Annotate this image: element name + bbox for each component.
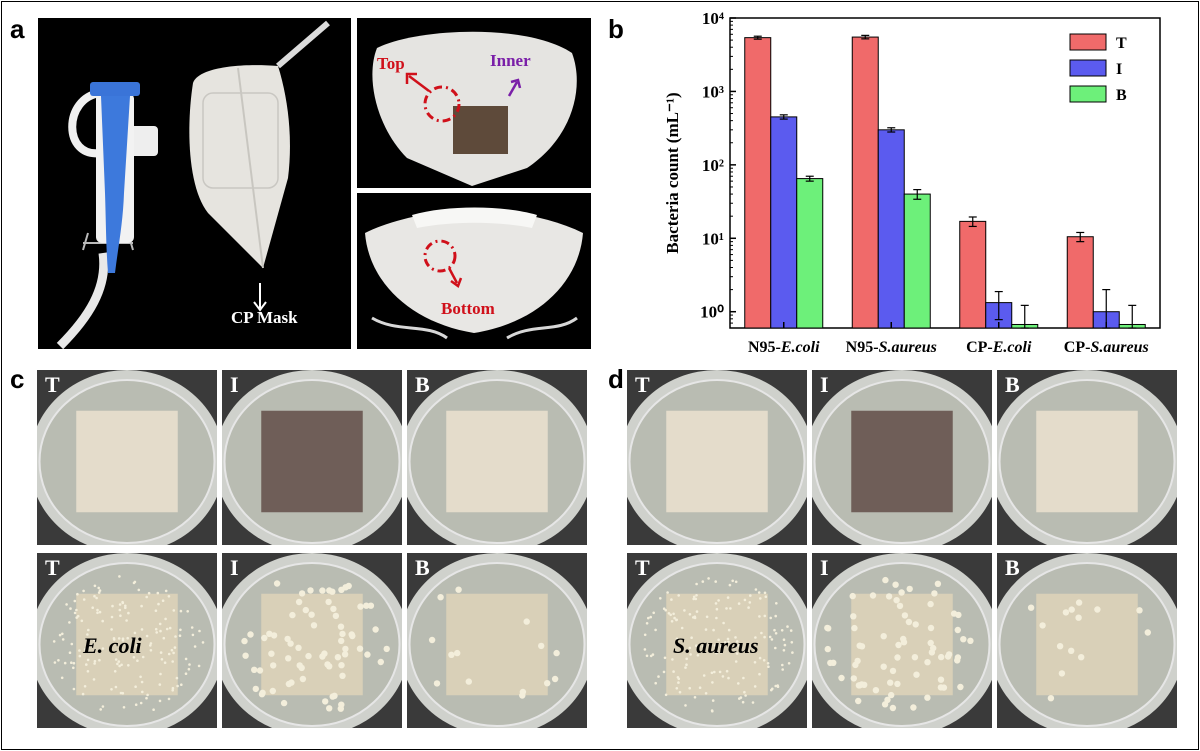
panel-label-b: b — [608, 14, 624, 44]
cp-mask-label: CP Mask — [231, 308, 298, 327]
petri-dish-exposed-i: I — [222, 553, 402, 728]
dish-label-i: I — [820, 372, 829, 397]
dish-label-i: I — [230, 555, 239, 580]
inner-label: Inner — [490, 51, 531, 70]
bar-T — [959, 220, 987, 329]
petri-dish-control-i: I — [812, 370, 992, 545]
petri-dish-exposed-b: B — [997, 553, 1177, 728]
top-label: Top — [377, 54, 405, 73]
mask-top-illustration — [372, 31, 577, 186]
y-tick-label: 10² — [702, 156, 724, 175]
y-tick-label: 10¹ — [702, 229, 724, 248]
outlet-tube — [56, 252, 109, 349]
x-tick-label: N95-E.coli — [748, 339, 820, 356]
petri-dish-image — [997, 553, 1177, 728]
dish-label-t: T — [635, 555, 650, 580]
blue-cap — [90, 82, 140, 96]
mask-bottom-photo: Bottom — [357, 193, 591, 349]
dish-label-b: B — [1005, 372, 1020, 397]
panel-label-a: a — [10, 14, 25, 44]
respirator-photo: CP Mask — [38, 18, 351, 349]
y-tick-label: 10⁴ — [702, 9, 724, 28]
petri-dish-image — [37, 370, 217, 545]
bar-B — [796, 178, 824, 329]
species-label: E. coli — [83, 632, 142, 658]
petri-dish-control-b: B — [997, 370, 1177, 545]
petri-dish-exposed-t: T S. aureus — [627, 553, 807, 728]
dish-label-t: T — [635, 372, 650, 397]
petri-dish-image — [997, 370, 1177, 545]
bar-I — [877, 129, 905, 329]
plot-frame — [729, 17, 1161, 329]
dish-label-b: B — [415, 555, 430, 580]
petri-dish-image — [627, 553, 807, 728]
bottom-dashed-circle — [423, 239, 457, 273]
petri-dish-image — [407, 553, 587, 728]
legend-label-B: B — [1116, 87, 1127, 104]
petri-dish-control-t: T — [37, 370, 217, 545]
panel-label-c: c — [10, 364, 25, 394]
panel-label-d: d — [608, 364, 624, 394]
petri-dish-control-i: I — [222, 370, 402, 545]
petri-dish-control-t: T — [627, 370, 807, 545]
species-label: S. aureus — [673, 632, 759, 658]
bar-T — [851, 36, 879, 329]
petri-dish-image — [812, 553, 992, 728]
dish-label-t: T — [45, 372, 60, 397]
petri-dish-control-b: B — [407, 370, 587, 545]
bar-T — [744, 37, 772, 329]
bottom-label: Bottom — [441, 299, 495, 318]
petri-dish-exposed-t: T E. coli — [37, 553, 217, 728]
legend-swatch-T — [1069, 33, 1107, 51]
top-dashed-circle — [423, 85, 461, 123]
bar-T — [1066, 236, 1094, 329]
y-axis-label: Bacteria count (mL⁻¹) — [663, 92, 682, 253]
inner-layer-patch — [453, 106, 508, 154]
petri-dish-exposed-b: B — [407, 553, 587, 728]
respirator-illustration — [56, 20, 330, 349]
petri-dish-image — [222, 553, 402, 728]
dish-label-b: B — [415, 372, 430, 397]
petri-dish-image — [37, 553, 217, 728]
legend-label-I: I — [1116, 61, 1122, 78]
petri-dish-exposed-i: I — [812, 553, 992, 728]
legend-swatch-I — [1069, 59, 1107, 77]
petri-dish-image — [812, 370, 992, 545]
x-tick-label: CP-E.coli — [966, 339, 1032, 356]
y-tick-label: 10³ — [702, 82, 724, 101]
legend-label-T: T — [1116, 35, 1127, 52]
petri-dish-image — [407, 370, 587, 545]
x-tick-label: CP-S.aureus — [1064, 339, 1149, 356]
bacteria-count-chart: 10⁰ 10¹ 10² 10³ 10⁴ Bacteria count (mL⁻¹) N95-… — [663, 9, 1161, 356]
bar-I — [770, 116, 798, 329]
bar-B — [903, 193, 931, 329]
dish-label-i: I — [230, 372, 239, 397]
dish-label-b: B — [1005, 555, 1020, 580]
legend-swatch-B — [1069, 85, 1107, 103]
petri-dish-image — [627, 370, 807, 545]
petri-dish-image — [222, 370, 402, 545]
x-tick-label: N95-S.aureus — [846, 339, 937, 356]
blue-filter-holder — [101, 96, 130, 273]
mask-top-photo: Top Inner — [357, 18, 591, 188]
dish-label-i: I — [820, 555, 829, 580]
mask-bottom-illustration — [365, 207, 583, 340]
cp-mask-shape — [189, 65, 290, 268]
y-tick-label: 10⁰ — [700, 303, 724, 322]
dish-label-t: T — [45, 555, 60, 580]
